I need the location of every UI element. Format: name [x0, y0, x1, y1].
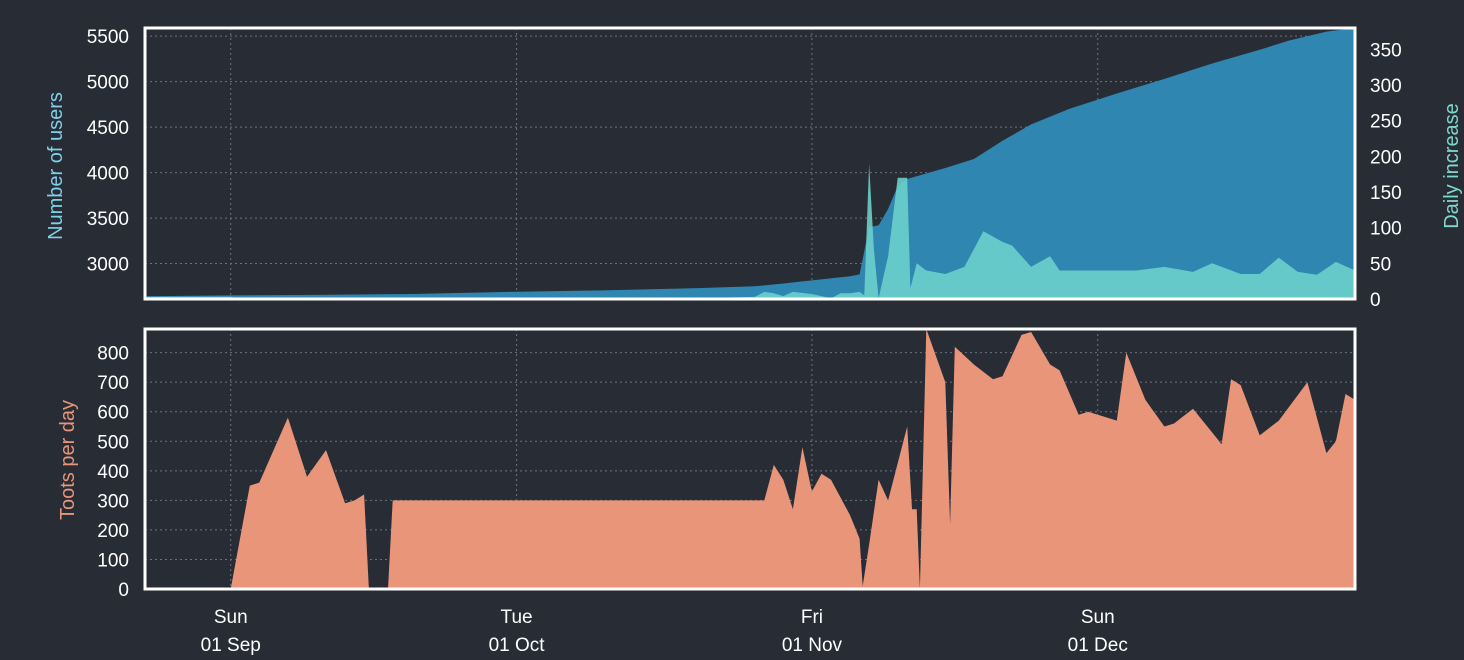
toots-area — [145, 417, 369, 589]
x-tick-date: 01 Nov — [782, 635, 843, 656]
toots-tick-label: 400 — [97, 462, 129, 483]
daily-increase-y-axis: 0 50 100 150 200 250 300 350 — [1370, 40, 1402, 311]
toots-tick-label: 200 — [97, 521, 129, 542]
toots-y-axis: 0 100 200 300 400 500 600 700 800 — [97, 344, 129, 601]
toots-panel: 0 100 200 300 400 500 600 700 800 Toots per day — [57, 327, 1357, 601]
users-panel-grid — [145, 28, 1355, 299]
x-tick-weekday: Fri — [801, 607, 823, 628]
x-tick-date: 01 Sep — [201, 635, 261, 656]
daily-increase-area — [145, 163, 1355, 299]
users-tick-label: 3000 — [87, 255, 129, 276]
toots-panel-areas — [145, 329, 1355, 589]
daily-increase-tick-label: 250 — [1370, 112, 1402, 133]
daily-increase-tick-label: 100 — [1370, 219, 1402, 240]
toots-tick-label: 0 — [118, 580, 129, 601]
x-tick-date: 01 Oct — [489, 635, 546, 656]
x-tick-weekday: Sun — [214, 607, 248, 628]
x-tick-weekday: Sun — [1081, 607, 1115, 628]
toots-area — [388, 329, 1355, 589]
users-tick-label: 5500 — [87, 27, 129, 48]
daily-increase-tick-label: 350 — [1370, 40, 1402, 61]
users-tick-label: 4500 — [87, 118, 129, 139]
users-panel: 3000 3500 4000 4500 5000 5500 0 50 100 150 200 250… — [45, 26, 1463, 311]
toots-tick-label: 600 — [97, 403, 129, 424]
users-y-axis: 3000 3500 4000 4500 5000 5500 — [87, 27, 129, 275]
daily-increase-axis-title: Daily increase — [1441, 103, 1463, 229]
toots-tick-label: 800 — [97, 344, 129, 365]
daily-increase-tick-label: 0 — [1370, 290, 1381, 311]
toots-tick-label: 100 — [97, 550, 129, 571]
toots-tick-label: 500 — [97, 432, 129, 453]
date-x-axis: Sun 01 Sep Tue 01 Oct Fri 01 Nov Sun 01 Dec — [201, 607, 1128, 656]
toots-tick-label: 300 — [97, 491, 129, 512]
daily-increase-tick-label: 300 — [1370, 76, 1402, 97]
daily-increase-tick-label: 200 — [1370, 147, 1402, 168]
users-panel-areas — [145, 28, 1355, 299]
x-tick-weekday: Tue — [501, 607, 533, 628]
daily-increase-tick-label: 150 — [1370, 183, 1402, 204]
toots-tick-label: 700 — [97, 373, 129, 394]
users-tick-label: 5000 — [87, 73, 129, 94]
daily-increase-tick-label: 50 — [1370, 254, 1391, 275]
users-tick-label: 3500 — [87, 209, 129, 230]
users-axis-title: Number of users — [45, 92, 67, 240]
users-area — [145, 28, 1355, 299]
toots-panel-frame — [143, 327, 1357, 591]
toots-axis-title: Toots per day — [57, 400, 79, 520]
users-tick-label: 4000 — [87, 164, 129, 185]
x-tick-date: 01 Dec — [1068, 635, 1128, 656]
users-panel-frame — [143, 26, 1357, 301]
